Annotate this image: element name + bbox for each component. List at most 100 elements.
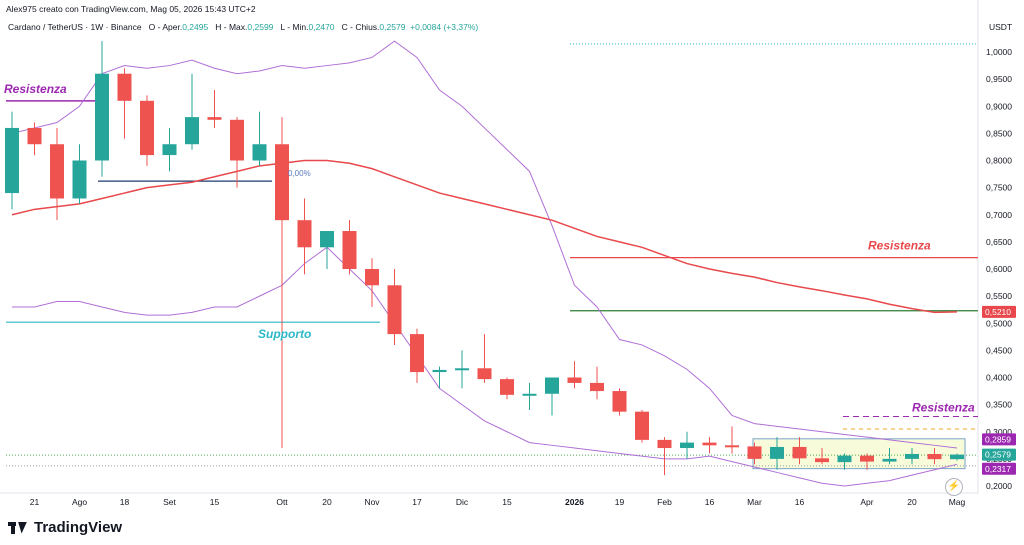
- candle-body: [162, 144, 177, 156]
- currency-label: USDT: [989, 22, 1012, 32]
- x-tick-label: 20: [907, 497, 917, 507]
- x-tick-label: Mag: [949, 497, 966, 507]
- y-tick-label: 0,4500: [986, 345, 1012, 355]
- x-tick-label: 21: [30, 497, 40, 507]
- candle-body: [702, 442, 717, 446]
- y-tick-label: 0,7000: [986, 210, 1012, 220]
- x-tick-label: 2026: [565, 497, 584, 507]
- y-tick-label: 0,6000: [986, 264, 1012, 274]
- candle-body: [725, 445, 739, 448]
- close-value: 0,2579: [379, 22, 406, 32]
- y-tick-label: 0,3500: [986, 400, 1012, 410]
- candle-body: [590, 382, 604, 392]
- tradingview-brand[interactable]: TradingView: [8, 519, 122, 536]
- x-tick-label: 19: [615, 497, 625, 507]
- x-tick-label: Ago: [72, 497, 87, 507]
- close-label: C - Chius.: [341, 22, 380, 32]
- x-tick-label: 20: [322, 497, 332, 507]
- candle-body: [545, 377, 559, 394]
- candle-body: [252, 144, 267, 161]
- lightning-icon[interactable]: ⚡: [945, 478, 963, 496]
- attribution-header: Alex975 creato con TradingView.com, Mag …: [6, 4, 256, 14]
- x-tick-label: 18: [120, 497, 130, 507]
- price-tag: [982, 462, 1016, 475]
- candle-body: [770, 446, 784, 459]
- price-tag: [982, 433, 1016, 446]
- candle-body: [320, 231, 334, 248]
- candle-body: [477, 368, 492, 380]
- x-tick-label: Dic: [456, 497, 469, 507]
- price-tag-label: 0,2579: [985, 450, 1011, 460]
- candle-body: [950, 454, 964, 460]
- y-tick-label: 0,7500: [986, 183, 1012, 193]
- y-tick-label: 0,8500: [986, 128, 1012, 138]
- x-tick-label: Feb: [657, 497, 672, 507]
- y-tick-label: 0,5000: [986, 318, 1012, 328]
- candle-body: [365, 269, 379, 286]
- x-tick-label: 17: [412, 497, 422, 507]
- tradingview-logo-icon: [8, 521, 28, 534]
- candle-body: [455, 368, 469, 371]
- y-tick-label: 0,9500: [986, 74, 1012, 84]
- y-tick-label: 0,6500: [986, 237, 1012, 247]
- candle-body: [747, 446, 762, 459]
- candle-body: [140, 100, 154, 156]
- candle-body: [860, 455, 874, 462]
- candle-body: [50, 144, 64, 199]
- candle-body: [230, 119, 244, 161]
- candle-body: [905, 453, 919, 459]
- candle-body: [567, 377, 582, 383]
- candle-body: [927, 453, 942, 460]
- candle-body: [815, 458, 829, 463]
- high-label: H - Max.: [215, 22, 248, 32]
- x-tick-label: 16: [795, 497, 805, 507]
- resistance-red-label: Resistenza: [868, 239, 931, 253]
- candle-body: [72, 160, 87, 199]
- x-tick-label: Apr: [860, 497, 873, 507]
- candle-body: [635, 411, 649, 440]
- candle-body: [275, 144, 289, 221]
- x-tick-label: Mar: [747, 497, 762, 507]
- y-tick-label: 1,0000: [986, 47, 1012, 57]
- candle-body: [95, 73, 109, 161]
- candle-body: [657, 439, 672, 449]
- candle-body: [680, 442, 694, 449]
- candle-body: [27, 127, 42, 145]
- change-value: +0,0084 (+3,37%): [410, 22, 479, 32]
- y-tick-label: 0,3000: [986, 427, 1012, 437]
- price-tag-label: 0,5210: [985, 307, 1011, 317]
- x-tick-label: Ott: [276, 497, 288, 507]
- candle-body: [297, 220, 312, 248]
- bollinger-upper-line: [11, 40, 958, 449]
- high-value: 0,2599: [247, 22, 274, 32]
- candle-body: [500, 379, 514, 395]
- candle-body: [117, 73, 132, 101]
- candle-body: [207, 117, 222, 120]
- x-tick-label: Nov: [364, 497, 380, 507]
- price-tag-label: 0,2317: [985, 464, 1011, 474]
- candle-body: [882, 458, 897, 462]
- x-tick-label: 16: [705, 497, 715, 507]
- candle-body: [410, 334, 424, 373]
- y-tick-label: 0,4000: [986, 373, 1012, 383]
- x-tick-label: Set: [163, 497, 176, 507]
- fib-percent-label: 0,00%: [288, 169, 311, 178]
- y-tick-label: 0,5500: [986, 291, 1012, 301]
- candle-body: [612, 391, 627, 412]
- bollinger-lower-line: [12, 246, 958, 487]
- x-tick-label: 15: [210, 497, 220, 507]
- candle-body: [792, 446, 807, 459]
- candle-body: [522, 393, 537, 396]
- candle-body: [185, 117, 199, 145]
- candle-body: [432, 369, 447, 373]
- price-tag-label: 0,2859: [985, 434, 1011, 444]
- support-label: Supporto: [258, 327, 311, 341]
- y-tick-label: 0,8000: [986, 156, 1012, 166]
- resistance-left-label: Resistenza: [4, 82, 67, 96]
- candle-body: [5, 127, 19, 194]
- candle-body: [387, 285, 402, 335]
- price-tag: [982, 448, 1016, 461]
- brand-name: TradingView: [34, 519, 123, 536]
- open-label: O - Aper.: [148, 22, 183, 32]
